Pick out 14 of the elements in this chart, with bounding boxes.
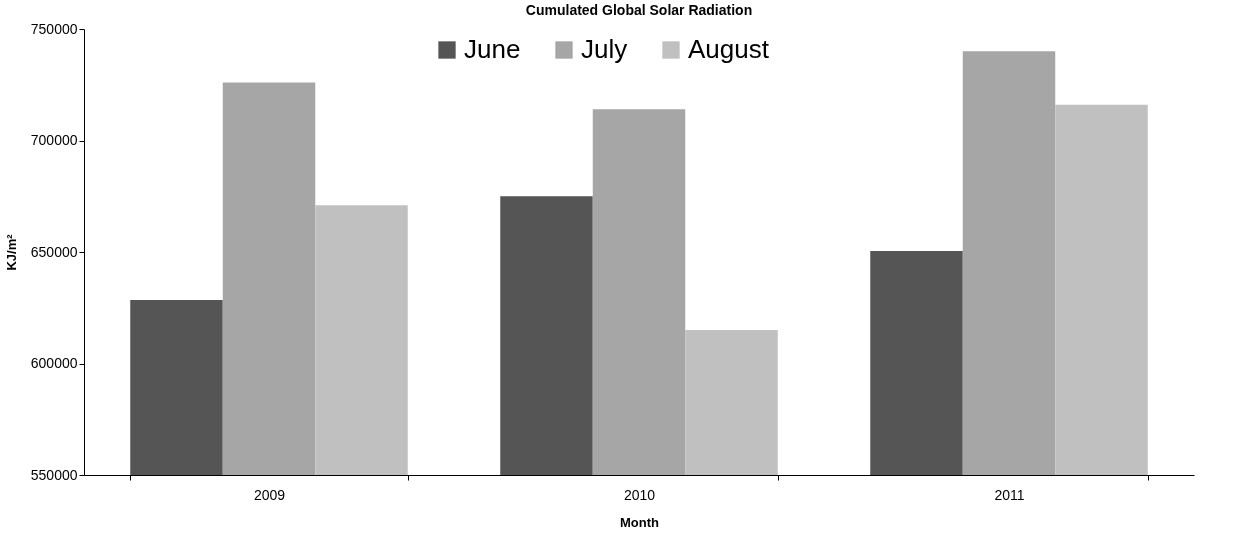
- x-axis-title: Month: [620, 514, 660, 530]
- y-tick-label: 550000: [30, 466, 78, 483]
- y-axis-title: KJ/m²: [3, 233, 19, 271]
- legend-label: August: [688, 34, 770, 64]
- legend-label: July: [581, 34, 628, 64]
- y-tick-label: 600000: [30, 355, 78, 371]
- chart-title: Cumulated Global Solar Radiation: [525, 2, 753, 18]
- legend-label: June: [464, 34, 521, 64]
- y-tick-label: 750000: [30, 20, 78, 37]
- x-tick-label: 2011: [994, 486, 1025, 503]
- x-tick-label: 2010: [623, 486, 656, 503]
- y-tick-label: 700000: [30, 132, 78, 148]
- x-tick-label: 2009: [253, 486, 286, 503]
- y-tick-label: 650000: [30, 243, 78, 260]
